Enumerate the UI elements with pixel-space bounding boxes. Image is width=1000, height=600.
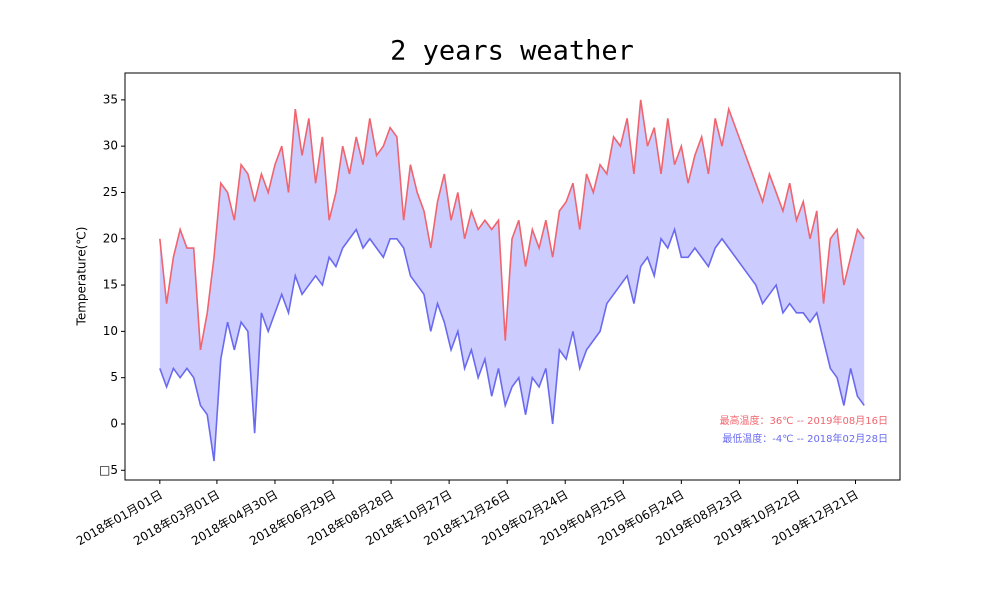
y-axis-label: Temperature(℃) — [75, 227, 89, 327]
y-tick-label: 0 — [110, 416, 118, 430]
y-tick-label: 35 — [103, 92, 118, 106]
y-tick-label: 5 — [110, 370, 118, 384]
y-tick-label: 10 — [103, 324, 118, 338]
line — [159, 99, 865, 351]
y-tick-label: 25 — [103, 185, 118, 199]
annotation: 最高温度：36℃ -- 2019年08月16日 — [720, 414, 888, 427]
line — [159, 226, 865, 462]
annotation: 最低温度：-4℃ -- 2018年02月28日 — [722, 432, 888, 445]
fill-between — [159, 99, 865, 462]
chart-title: 2 years weather — [390, 36, 634, 67]
plot-frame — [124, 72, 901, 481]
y-tick-label: 20 — [103, 231, 118, 245]
y-tick-label: □5 — [99, 463, 118, 477]
y-tick-label: 30 — [103, 139, 118, 153]
y-tick-label: 15 — [103, 278, 118, 292]
